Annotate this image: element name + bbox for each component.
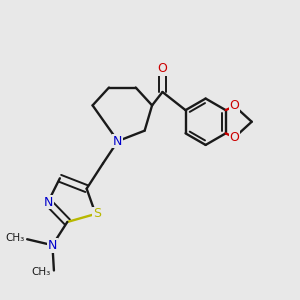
Text: N: N [48, 239, 57, 252]
Text: CH₃: CH₃ [32, 267, 51, 277]
Text: O: O [230, 100, 239, 112]
Text: CH₃: CH₃ [5, 233, 24, 243]
Text: N: N [43, 196, 53, 208]
Text: N: N [113, 135, 123, 148]
Text: S: S [93, 207, 101, 220]
Text: O: O [230, 131, 239, 144]
Text: O: O [158, 62, 167, 75]
